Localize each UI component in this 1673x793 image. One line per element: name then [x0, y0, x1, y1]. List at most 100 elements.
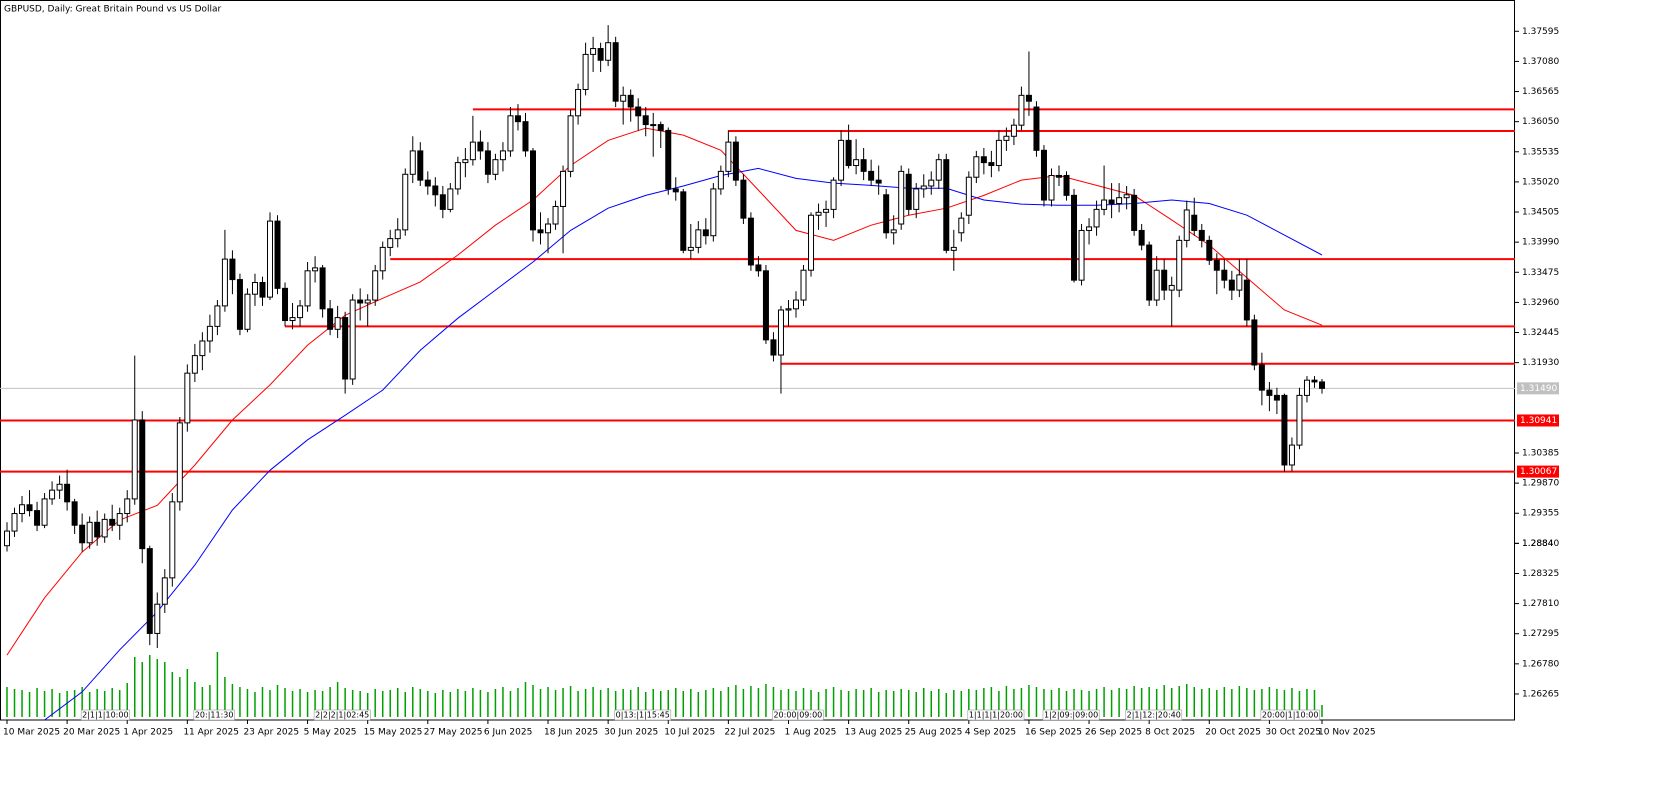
candle-body [762, 270, 769, 341]
candle-body [274, 220, 281, 289]
candle-body [432, 185, 439, 196]
x-tick-label: 10 Jul 2025 [664, 728, 715, 738]
candle-body [1108, 199, 1115, 205]
candle-body [1221, 269, 1228, 281]
candle-body [71, 501, 78, 526]
candle-body [943, 159, 950, 251]
candle-body [484, 150, 491, 175]
candle-body [514, 115, 521, 123]
event-label: 1|1|1|1|20:00 [969, 711, 1023, 720]
x-tick-label: 6 Jun 2025 [484, 728, 532, 738]
y-tick-label: 1.37595 [1522, 27, 1559, 37]
candle-body [499, 150, 506, 161]
candle-body [808, 214, 815, 271]
candle-body [282, 287, 289, 322]
y-tick-label: 1.33475 [1522, 268, 1559, 278]
y-tick-label: 1.28840 [1522, 539, 1559, 549]
y-tick-label: 1.27810 [1522, 599, 1559, 609]
candle-body [1319, 381, 1325, 389]
candle-body [552, 205, 559, 225]
candle-body [913, 188, 920, 210]
candle-body [1116, 197, 1123, 205]
candle-body [229, 258, 236, 281]
x-tick-label: 26 Sep 2025 [1085, 728, 1142, 738]
candle-body [214, 305, 221, 327]
candle-body [1296, 394, 1303, 446]
candle-body [492, 159, 499, 175]
candle-body [101, 518, 108, 538]
candle-body [19, 504, 26, 515]
candle-body [627, 94, 634, 108]
candle-body [1056, 174, 1062, 178]
candle-body [251, 282, 258, 295]
event-label: 2|1|1|10:00 [82, 711, 128, 720]
event-box [772, 709, 824, 721]
candle-body [124, 498, 131, 515]
candle-body [605, 42, 612, 61]
candle-body [1146, 244, 1153, 301]
event-label: 20:00|1|10:00 [1262, 711, 1319, 720]
candle-body [717, 170, 724, 190]
candle-body [1123, 194, 1130, 199]
candle-body [26, 504, 33, 512]
y-tick-label: 1.35020 [1522, 177, 1559, 187]
level-label-box [1517, 465, 1559, 478]
event-box [967, 709, 1025, 721]
x-tick-label: 5 May 2025 [304, 728, 357, 738]
candle-body [890, 229, 897, 234]
current-price-label: 1.31490 [1520, 384, 1557, 394]
x-tick-label: 1 Apr 2025 [123, 728, 173, 738]
y-tick-label: 1.29870 [1522, 479, 1559, 489]
candle-body [477, 141, 484, 152]
candle-body [1153, 269, 1160, 301]
y-tick-label: 1.32445 [1522, 328, 1559, 338]
candle-body [650, 124, 657, 127]
candle-body [1131, 194, 1138, 231]
candle-body [642, 115, 649, 126]
candle-body [1003, 135, 1010, 141]
candle-body [507, 115, 514, 152]
candle-body [289, 317, 296, 322]
candle-body [379, 246, 386, 272]
candle-body [1266, 389, 1273, 396]
event-box [614, 709, 672, 721]
candle-body [935, 159, 942, 181]
candle-body [1101, 199, 1108, 210]
candle-body [447, 188, 454, 210]
candle-body [1138, 229, 1145, 246]
candle-body [868, 170, 875, 181]
x-tick-label: 11 Apr 2025 [183, 728, 239, 738]
candle-body [770, 339, 777, 356]
candle-body [635, 106, 642, 117]
candle-body [64, 483, 71, 503]
candle-body [109, 518, 116, 526]
candle-body [590, 48, 597, 55]
x-tick-label: 1 Aug 2025 [784, 728, 836, 738]
candle-body [304, 270, 311, 307]
y-tick-label: 1.26780 [1522, 659, 1559, 669]
y-tick-label: 1.33990 [1522, 238, 1559, 248]
candle-body [236, 279, 243, 330]
candle-body [958, 217, 965, 234]
candle-body [1198, 229, 1205, 241]
candle-body [1048, 174, 1055, 201]
candle-body [349, 299, 356, 380]
candle-body [950, 246, 957, 251]
candle-body [905, 173, 912, 210]
candle-body [853, 159, 860, 167]
candle-body [1040, 149, 1047, 201]
candle-body [409, 150, 416, 175]
plot-area [0, 25, 1515, 720]
candle-body [1251, 319, 1258, 366]
candle-body [41, 498, 48, 526]
candle-body [191, 355, 198, 374]
current-price-box [1517, 382, 1559, 395]
candle-body [702, 229, 709, 237]
candle-body [131, 419, 138, 500]
candle-body [620, 94, 627, 102]
candle-body [1010, 124, 1017, 137]
candle-body [297, 305, 304, 319]
candle-body [1236, 274, 1243, 291]
event-box [1042, 709, 1100, 721]
